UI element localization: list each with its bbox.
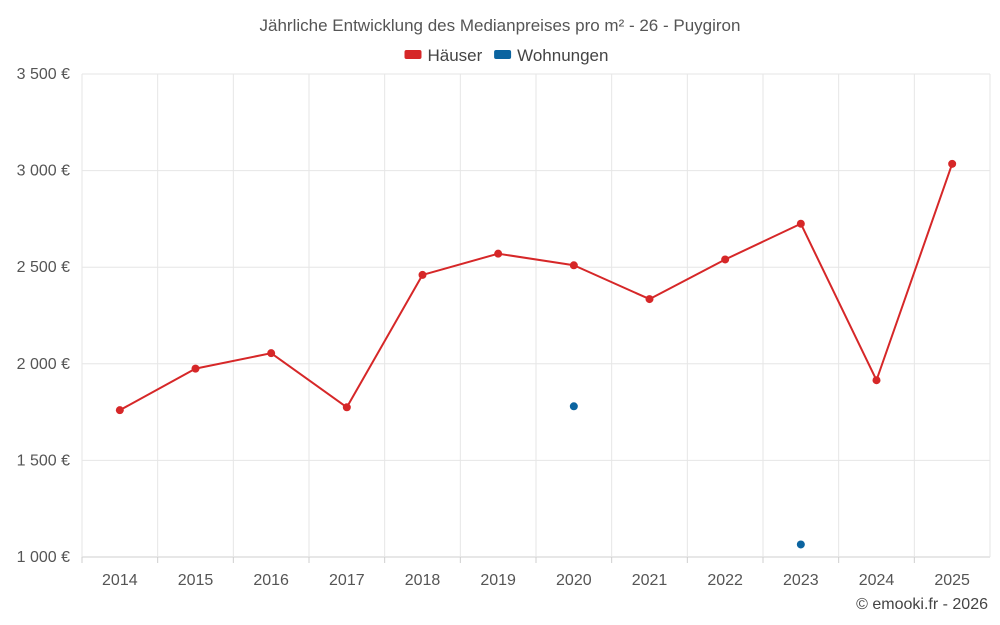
x-axis-ticks: 2014 2015 2016 2017 2018 2019 2020 2021 2022 2023… — [81, 557, 970, 589]
series-layer — [115, 159, 957, 549]
y-tick-label: 2 500 € — [17, 259, 70, 276]
data-point[interactable] — [645, 295, 654, 304]
legend: Häuser Wohnungen — [404, 46, 608, 65]
data-point[interactable] — [948, 159, 957, 168]
x-tick-label: 2014 — [102, 572, 138, 589]
x-tick-label: 2020 — [556, 572, 592, 589]
x-tick-label: 2016 — [253, 572, 289, 589]
chart-title: Jährliche Entwicklung des Medianpreises … — [260, 16, 741, 35]
grid-lines — [81, 73, 991, 558]
data-point[interactable] — [569, 261, 578, 270]
x-tick-label: 2022 — [707, 572, 743, 589]
x-tick-label: 2025 — [934, 572, 970, 589]
y-tick-label: 1 500 € — [17, 452, 70, 469]
x-tick-label: 2021 — [632, 572, 668, 589]
y-tick-label: 3 500 € — [17, 66, 70, 83]
legend-label[interactable]: Häuser — [428, 46, 483, 65]
legend-label[interactable]: Wohnungen — [517, 46, 608, 65]
data-point[interactable] — [796, 540, 805, 549]
data-point[interactable] — [115, 406, 124, 415]
data-point[interactable] — [418, 270, 427, 279]
credit-text: © emooki.fr - 2026 — [856, 596, 988, 613]
series-0 — [115, 159, 957, 415]
x-tick-label: 2023 — [783, 572, 819, 589]
x-tick-label: 2024 — [859, 572, 895, 589]
data-point[interactable] — [796, 219, 805, 228]
data-point[interactable] — [569, 402, 578, 411]
data-point[interactable] — [342, 403, 351, 412]
data-point[interactable] — [191, 364, 200, 373]
legend-swatch — [494, 50, 512, 59]
data-point[interactable] — [494, 249, 503, 258]
y-tick-label: 2 000 € — [17, 356, 70, 373]
y-axis-ticks: 1 000 € 1 500 € 2 000 € 2 500 € 3 000 € 3 500… — [17, 66, 70, 566]
x-tick-label: 2019 — [480, 572, 516, 589]
x-tick-label: 2015 — [178, 572, 214, 589]
series-1 — [569, 402, 805, 549]
data-point[interactable] — [267, 349, 276, 358]
y-tick-label: 3 000 € — [17, 163, 70, 180]
data-point[interactable] — [721, 255, 730, 264]
series-line — [119, 163, 954, 412]
x-tick-label: 2017 — [329, 572, 365, 589]
x-tick-label: 2018 — [405, 572, 441, 589]
y-tick-label: 1 000 € — [17, 549, 70, 566]
legend-swatch — [404, 50, 422, 59]
data-point[interactable] — [872, 376, 881, 385]
